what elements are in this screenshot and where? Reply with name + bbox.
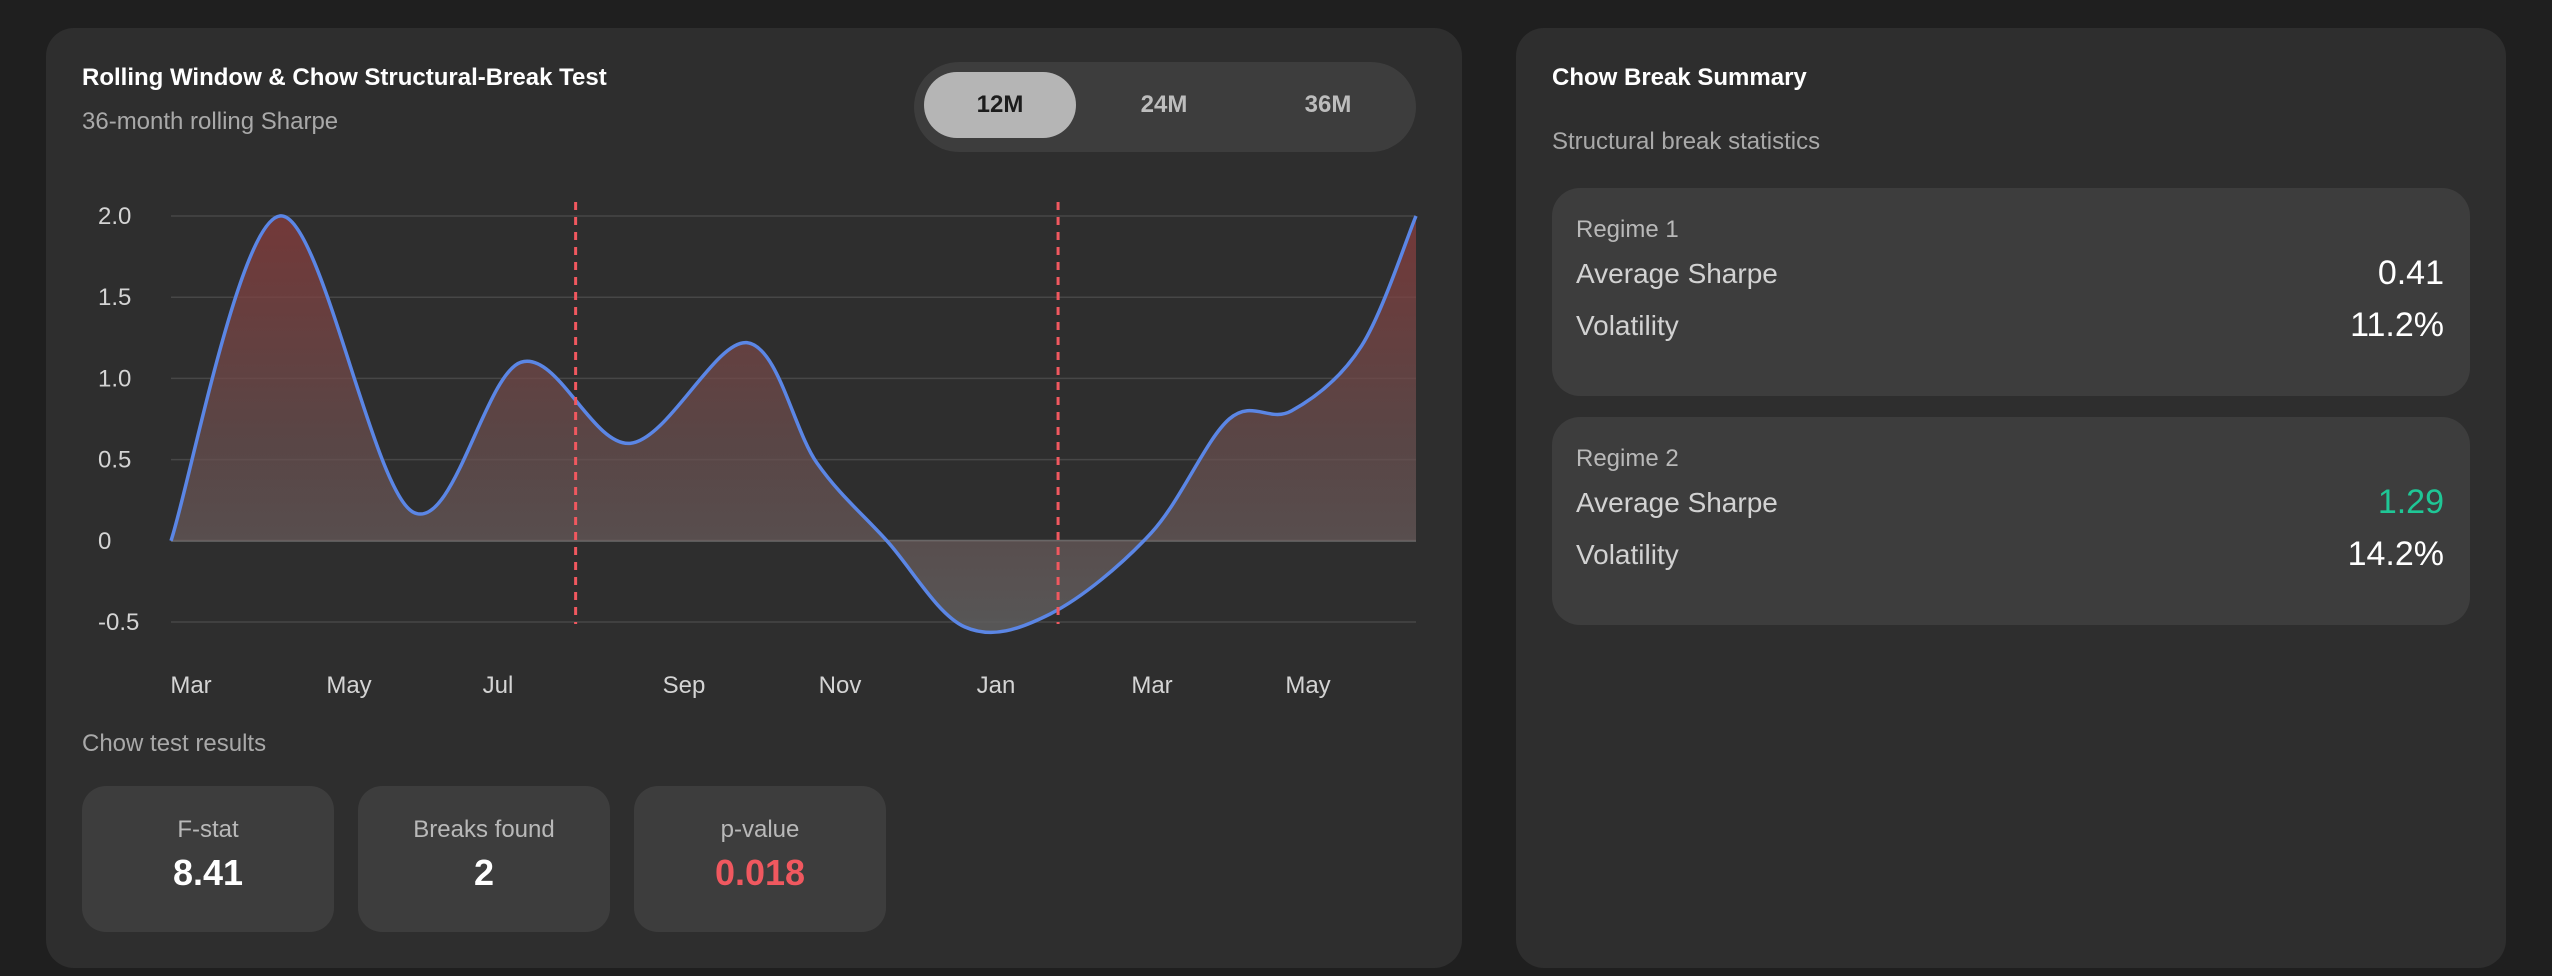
breaks-found-value: 2: [473, 852, 495, 893]
regime-1-sharpe-label: Average Sharpe: [1576, 258, 1778, 289]
window-option-12m[interactable]: 12M: [924, 72, 1076, 138]
regime-2-sharpe-label: Average Sharpe: [1576, 487, 1778, 518]
y-tick-label: 1.0: [98, 365, 131, 392]
x-tick-label: Mar: [170, 672, 211, 699]
summary-subtitle: Structural break statistics: [1552, 128, 1821, 155]
y-axis: 2.0 1.5 1.0 0.5 0 -0.5: [98, 203, 139, 636]
results-heading: Chow test results: [82, 730, 267, 757]
f-stat-value: 8.41: [172, 852, 244, 893]
panel-title: Rolling Window & Chow Structural-Break T…: [82, 64, 607, 91]
x-tick-label: Jan: [977, 672, 1016, 699]
x-tick-label: Nov: [819, 672, 862, 699]
y-tick-label: -0.5: [98, 609, 139, 636]
regime-1-volatility-label: Volatility: [1576, 310, 1679, 341]
rolling-sharpe-chart: 2.01.51.00.50-0.5 Mar May Jul Sep Nov Jan Mar M…: [98, 202, 1418, 699]
x-tick-label: May: [326, 672, 371, 699]
p-value-label: p-value: [720, 816, 800, 843]
x-tick-label: May: [1285, 672, 1330, 699]
sharpe-area: [171, 215, 1416, 633]
panel-subtitle: 36-month rolling Sharpe: [82, 108, 339, 135]
f-stat-label: F-stat: [177, 816, 239, 843]
window-option-24m[interactable]: 24M: [1140, 91, 1188, 118]
regime-2-sharpe-value: 1.29: [2377, 483, 2444, 521]
breaks-found-label: Breaks found: [413, 816, 555, 843]
x-tick-label: Mar: [1131, 672, 1172, 699]
regime-2-card: Regime 2 Average Sharpe 1.29 Volatility …: [1552, 417, 2470, 625]
chow-break-summary-panel: Chow Break Summary Structural break stat…: [1516, 28, 2506, 968]
f-stat-card: F-stat 8.41: [82, 786, 334, 932]
p-value-value: 0.018: [714, 852, 806, 893]
regime-1-name: Regime 1: [1576, 216, 1679, 243]
window-length-toggle: 12M 24M 36M: [914, 62, 1416, 152]
regime-2-volatility-value: 14.2%: [2347, 535, 2444, 573]
regime-1-card: Regime 1 Average Sharpe 0.41 Volatility …: [1552, 188, 2470, 396]
y-tick-label: 1.5: [98, 284, 131, 311]
y-tick-label: 0: [98, 528, 111, 555]
x-tick-label: Jul: [483, 672, 514, 699]
window-option-36m[interactable]: 36M: [1304, 91, 1352, 118]
regime-1-volatility-value: 11.2%: [2350, 306, 2444, 344]
regime-2-volatility-label: Volatility: [1576, 539, 1679, 570]
p-value-card: p-value 0.018: [634, 786, 886, 932]
breaks-found-card: Breaks found 2: [358, 786, 610, 932]
y-tick-label: 2.0: [98, 203, 131, 230]
regime-1-sharpe-value: 0.41: [2377, 254, 2444, 292]
break-markers: [574, 202, 1060, 624]
x-tick-label: Sep: [663, 672, 706, 699]
summary-title: Chow Break Summary: [1552, 64, 1807, 91]
rolling-window-panel: Rolling Window & Chow Structural-Break T…: [46, 28, 1462, 968]
regime-2-name: Regime 2: [1576, 445, 1679, 472]
y-tick-label: 0.5: [98, 447, 131, 474]
x-axis: Mar May Jul Sep Nov Jan Mar May: [170, 672, 1330, 699]
sharpe-line: [169, 214, 1418, 635]
